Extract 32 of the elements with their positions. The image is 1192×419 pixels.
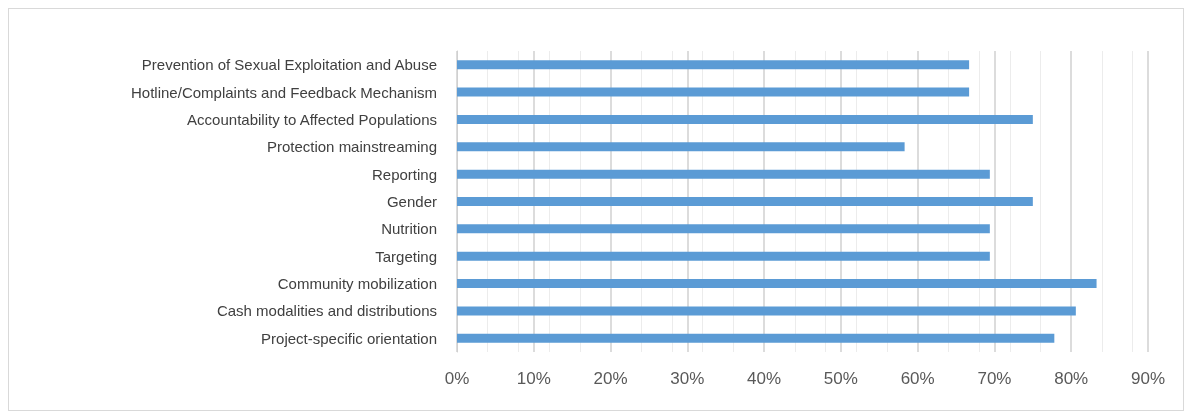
x-tick-label: 50% <box>823 369 858 388</box>
x-tick-label: 10% <box>516 369 551 388</box>
y-tick-label: Nutrition <box>381 220 437 238</box>
y-tick-label: Cash modalities and distributions <box>216 302 437 320</box>
y-tick-label: Hotline/Complaints and Feedback Mechanism <box>131 83 437 101</box>
y-tick-label: Protection mainstreaming <box>266 138 437 156</box>
y-tick-label: Community mobilization <box>277 275 437 293</box>
bar <box>457 114 1033 124</box>
x-tick-label: 60% <box>900 369 935 388</box>
bar <box>457 306 1076 316</box>
x-tick-label: 90% <box>1130 369 1166 388</box>
x-tick-label: 40% <box>747 369 782 388</box>
x-tick-label: 0% <box>444 369 470 388</box>
bar <box>457 142 905 152</box>
bar <box>457 224 990 234</box>
bar <box>457 169 990 179</box>
y-tick-label: Project-specific orientation <box>261 329 437 347</box>
bar <box>457 87 970 97</box>
bar <box>457 60 970 70</box>
x-tick-label: 80% <box>1054 369 1089 388</box>
x-tick-label: 70% <box>977 369 1012 388</box>
bar <box>457 279 1097 289</box>
bar <box>457 197 1033 206</box>
y-tick-label: Targeting <box>375 247 437 265</box>
x-tick-label: 30% <box>670 369 705 388</box>
bar <box>457 251 990 261</box>
bar <box>457 333 1055 343</box>
y-tick-label: Reporting <box>371 165 437 183</box>
y-tick-label: Prevention of Sexual Exploitation and Abuse <box>141 56 437 74</box>
y-tick-label: Accountability to Affected Populations <box>187 110 437 128</box>
x-tick-label: 20% <box>593 369 628 388</box>
y-tick-label: Gender <box>386 193 437 210</box>
